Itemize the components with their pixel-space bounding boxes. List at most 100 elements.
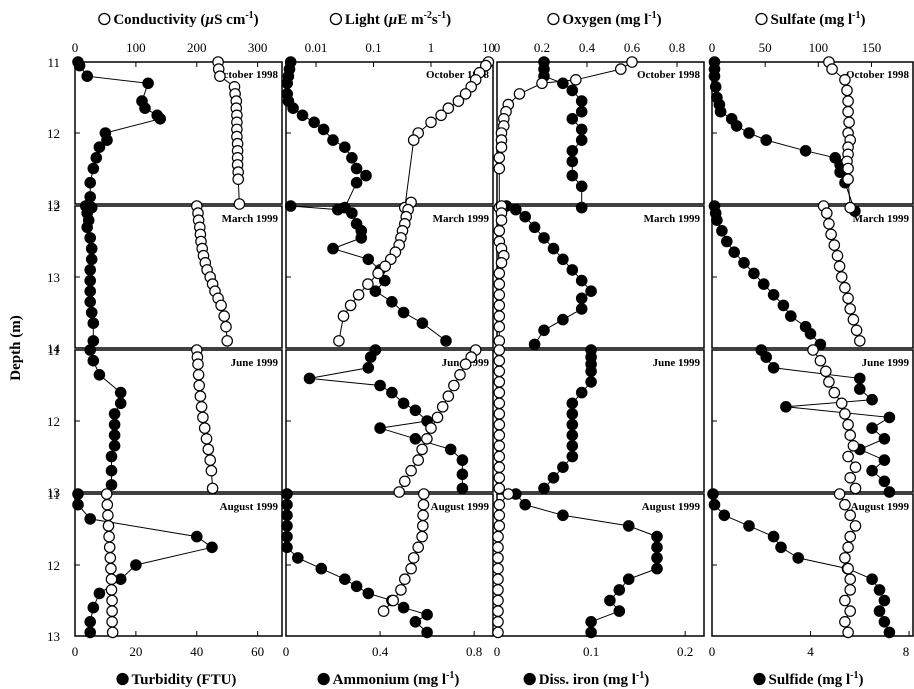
panel-frame	[496, 61, 705, 205]
conductivity-point	[218, 310, 230, 322]
turbidity-point	[84, 615, 96, 628]
oxygen-point	[492, 605, 504, 617]
panel-r2-c0	[84, 344, 219, 495]
oxygen-point	[492, 562, 504, 575]
panel-r0-c1	[281, 56, 495, 214]
sulfate-point	[842, 562, 854, 575]
sulfate-point	[853, 335, 866, 347]
diss-iron-point	[604, 594, 616, 607]
oxygen-point	[626, 56, 638, 68]
diss-iron-point	[575, 201, 588, 214]
sulfide-point	[792, 552, 804, 564]
turbidity-point	[142, 77, 154, 90]
ammonium-point	[284, 200, 297, 212]
ammonium-point	[421, 608, 433, 621]
light-point	[452, 95, 465, 107]
sulfate-point	[849, 482, 862, 495]
sulfate-point	[831, 249, 844, 262]
panel-r3-c2	[492, 488, 663, 639]
sulfate-point	[842, 173, 854, 185]
turbidity-point	[81, 221, 93, 234]
sulfide-point	[784, 310, 797, 322]
turbidity-point	[84, 626, 96, 639]
sulfide-point	[878, 475, 891, 488]
top-tick-label: 0.6	[624, 40, 641, 55]
conductivity-point	[192, 358, 204, 370]
sulfide-point	[760, 134, 772, 146]
top-title-0-marker-icon	[98, 12, 111, 26]
turbidity-point	[87, 162, 100, 175]
conductivity-point	[232, 173, 244, 185]
diss-iron-point	[566, 155, 579, 168]
ammonium-point	[346, 152, 358, 164]
light-point	[412, 454, 424, 466]
sulfide-line	[714, 62, 856, 212]
oxygen-point	[493, 482, 506, 495]
sulfide-point	[873, 605, 886, 617]
sulfide-point	[708, 498, 721, 511]
light-point	[405, 562, 417, 575]
sulfate-point	[843, 116, 855, 129]
turbidity-point	[105, 479, 118, 491]
light-point	[454, 368, 466, 381]
conductivity-point	[100, 488, 113, 500]
turbidity-point	[84, 264, 96, 276]
diss-iron-point	[566, 113, 579, 125]
diss-iron-point	[575, 123, 588, 136]
ammonium-point	[350, 580, 363, 593]
turbidity-point	[101, 134, 113, 146]
ammonium-point	[440, 335, 452, 347]
bottom-tick-label: 4	[807, 644, 814, 659]
sulfide-point	[718, 509, 731, 522]
panel-frame	[285, 61, 494, 205]
diss-iron-point	[528, 221, 541, 234]
diss-iron-point	[528, 338, 541, 351]
panel-frame	[285, 205, 494, 349]
top-tick-label: 100	[809, 40, 829, 55]
ammonium-point	[281, 488, 293, 500]
diss-iron-point	[575, 180, 588, 193]
turbidity-point	[108, 429, 121, 441]
turbidity-point	[85, 242, 98, 255]
light-point	[459, 88, 472, 100]
sulfide-point	[748, 267, 760, 280]
light-point	[352, 288, 365, 301]
month-label: June 1999	[231, 357, 279, 369]
light-point	[425, 422, 437, 434]
top-title-3: Sulfate (mg l-1)	[770, 10, 865, 28]
oxygen-point	[493, 386, 506, 399]
diss-iron-point	[557, 77, 569, 90]
sulfate-point	[839, 281, 851, 294]
sulfate-point	[850, 324, 863, 337]
turbidity-point	[84, 513, 96, 525]
light-point	[405, 464, 417, 477]
ammonium-point	[374, 422, 386, 434]
ammonium-point	[369, 285, 382, 297]
month-label: March 1999	[433, 213, 490, 225]
bottom-tick-label: 0.8	[466, 644, 482, 659]
light-point	[436, 400, 449, 413]
panel-r0-c0	[72, 56, 246, 214]
diss-iron-point	[557, 313, 569, 326]
sulfide-point	[709, 81, 722, 93]
light-point	[479, 59, 492, 72]
sulfate-point	[849, 461, 862, 473]
sulfide-point	[760, 351, 772, 363]
ammonium-point	[360, 169, 372, 182]
sulfate-point	[814, 354, 827, 367]
sulfide-point	[799, 145, 812, 157]
bottom-tick-label: 0	[709, 644, 716, 659]
conductivity-point	[214, 70, 226, 82]
conductivity-point	[194, 390, 207, 402]
top-tick-label: 0	[494, 40, 501, 55]
light-point	[448, 379, 460, 392]
sulfide-point	[714, 105, 727, 118]
month-label: August 1999	[642, 501, 701, 513]
oxygen-point	[502, 488, 515, 500]
diss-iron-point	[651, 562, 663, 575]
ammonium-point	[308, 116, 320, 129]
conductivity-point	[233, 198, 246, 210]
sulfide-point	[767, 288, 780, 301]
diss-iron-point	[538, 232, 550, 244]
